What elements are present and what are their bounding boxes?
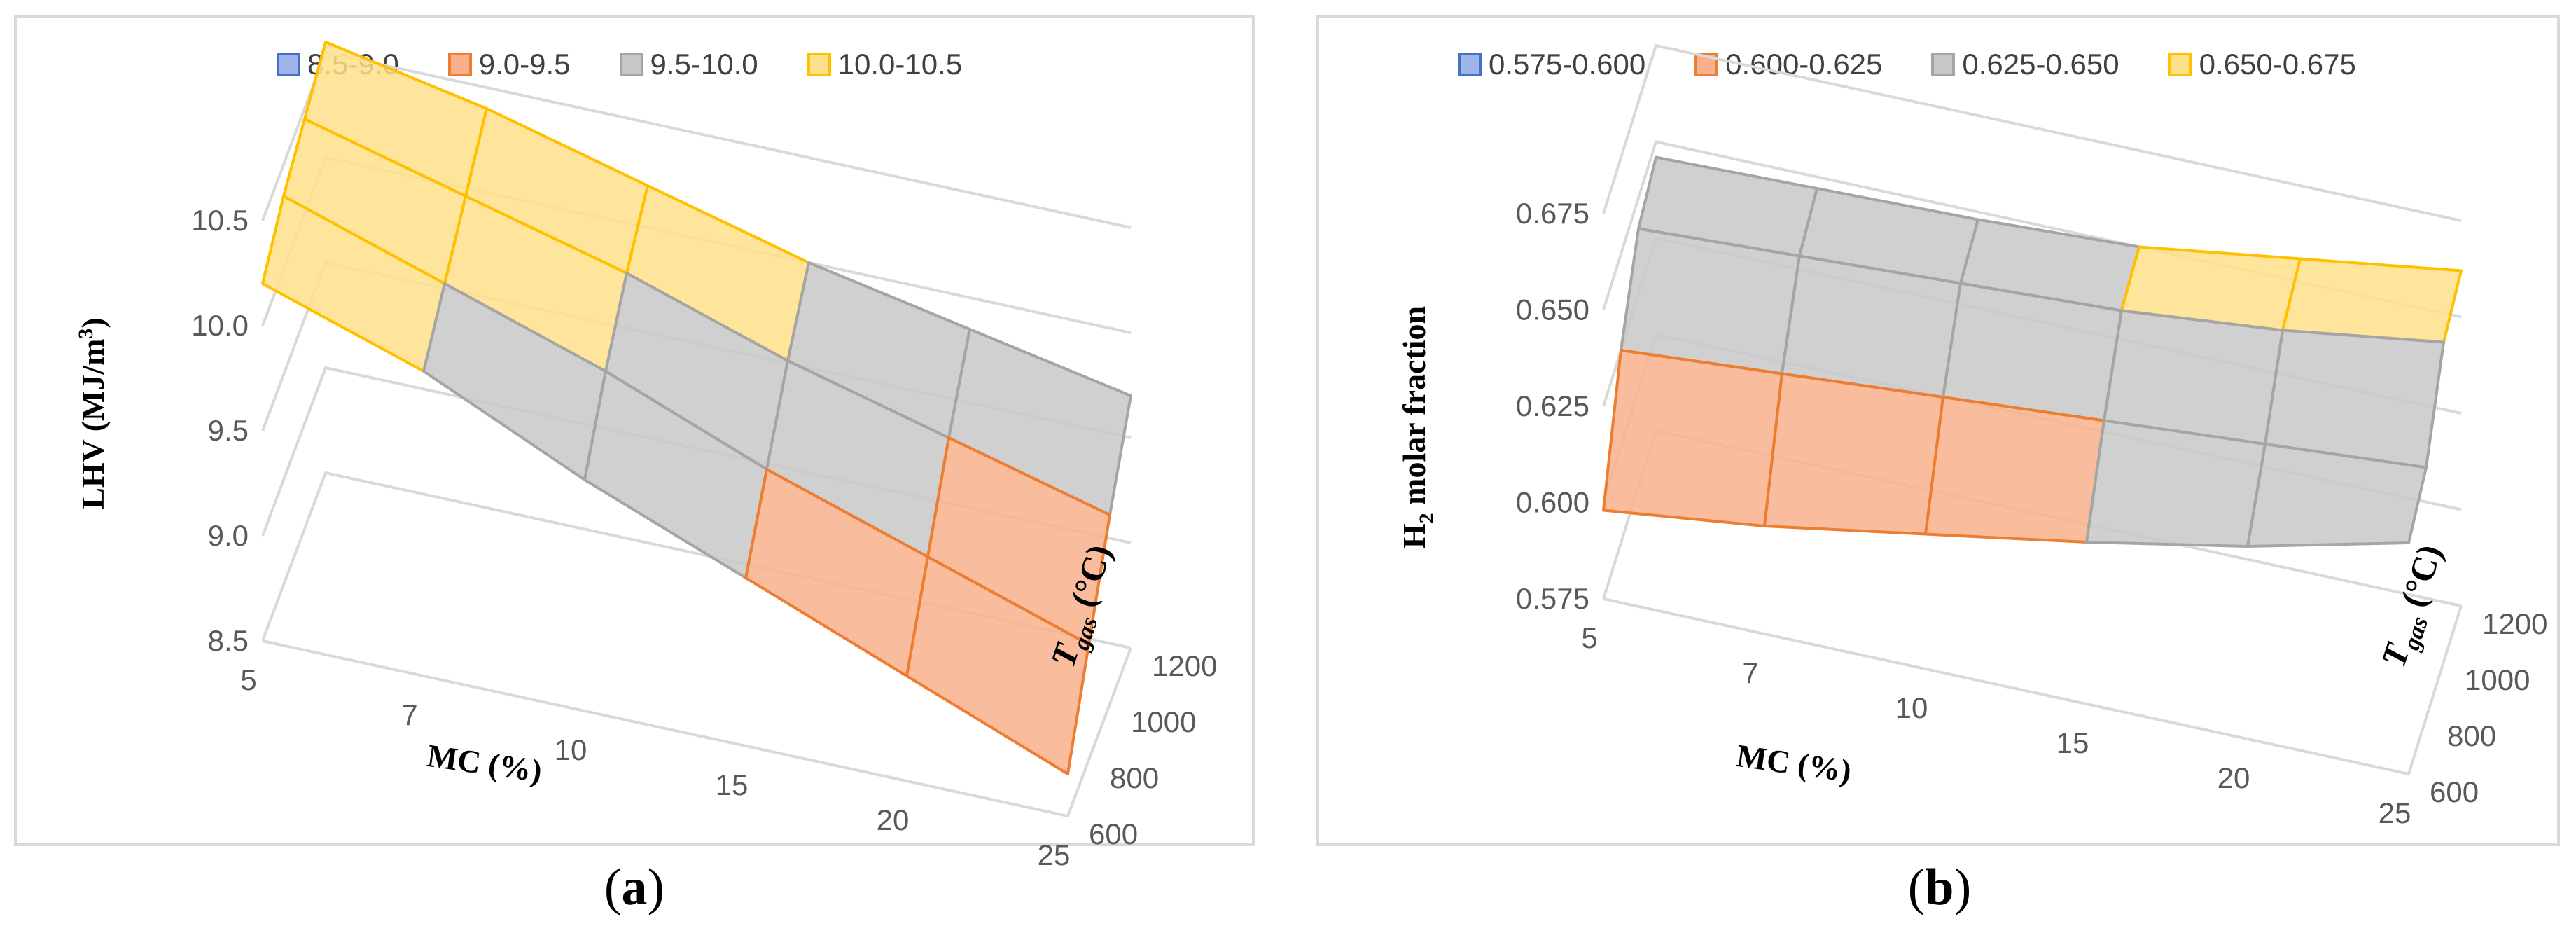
y-tick-label: 0.625 bbox=[1516, 389, 1589, 422]
x-tick-label: 25 bbox=[2379, 796, 2411, 829]
surface-cell bbox=[905, 555, 1090, 775]
panel-b-legend: 0.575-0.600 0.600-0.625 0.625-0.650 0.65… bbox=[1458, 48, 2356, 81]
surface-cell bbox=[1763, 372, 1944, 536]
y-tick-label: 10.5 bbox=[191, 204, 249, 237]
z-tick-label: 600 bbox=[2430, 775, 2479, 808]
x-tick-label: 15 bbox=[2056, 726, 2089, 759]
z-tick-label: 800 bbox=[1110, 761, 1159, 794]
y-tick-label: 0.675 bbox=[1516, 197, 1589, 230]
legend-item: 0.650-0.675 bbox=[2168, 48, 2356, 81]
y-axis-title-sub: 2 bbox=[1415, 513, 1438, 523]
y-tick-label: 10.0 bbox=[191, 309, 249, 342]
legend-item: 9.0-9.5 bbox=[447, 48, 571, 81]
surface-cell bbox=[1620, 227, 1801, 375]
z-tick-label: 1200 bbox=[2482, 607, 2547, 640]
y-tick-label: 0.650 bbox=[1516, 293, 1589, 326]
legend-label: 0.600-0.625 bbox=[1725, 48, 1883, 81]
legend-swatch bbox=[1931, 53, 1956, 76]
legend-item: 0.600-0.625 bbox=[1694, 48, 1882, 81]
x-tick-label: 20 bbox=[877, 803, 910, 836]
x-tick-label: 15 bbox=[716, 768, 749, 801]
legend-label: 10.0-10.5 bbox=[837, 48, 963, 81]
legend-label: 0.650-0.675 bbox=[2199, 48, 2356, 81]
z-tick-label: 1000 bbox=[2465, 663, 2530, 696]
x-tick-label: 7 bbox=[401, 698, 417, 731]
y-axis-title: LHV (MJ/m3) bbox=[74, 317, 111, 509]
z-axis-title-unit: (°C) bbox=[2390, 540, 2449, 620]
z-tick-label: 1000 bbox=[1131, 705, 1196, 738]
value-gridline bbox=[1602, 43, 2462, 222]
y-axis-title-sup: 3 bbox=[74, 329, 97, 339]
z-tick-label: 800 bbox=[2447, 719, 2496, 752]
legend-label: 0.575-0.600 bbox=[1489, 48, 1646, 81]
y-tick-label: 9.5 bbox=[208, 414, 249, 447]
y-axis-title-tail: molar fraction bbox=[1396, 306, 1432, 513]
legend-label: 0.625-0.650 bbox=[1962, 48, 2119, 81]
x-tick-label: 5 bbox=[240, 663, 256, 696]
y-axis-title-tail: ) bbox=[75, 317, 111, 328]
legend-swatch bbox=[807, 53, 831, 76]
x-axis-title: MC (%) bbox=[1734, 738, 1853, 789]
y-axis-title: H2 molar fraction bbox=[1396, 306, 1438, 548]
floor-edge bbox=[262, 640, 1132, 818]
legend-item: 9.5-10.0 bbox=[619, 48, 758, 81]
legend-item: 10.0-10.5 bbox=[807, 48, 962, 81]
legend-label: 9.0-9.5 bbox=[478, 48, 571, 81]
legend-item: 0.575-0.600 bbox=[1458, 48, 1645, 81]
x-tick-label: 20 bbox=[2218, 761, 2250, 794]
x-tick-label: 5 bbox=[1581, 621, 1597, 654]
y-axis-title-main: LHV (MJ/m bbox=[75, 339, 111, 509]
z-tick-label: 600 bbox=[1089, 817, 1138, 850]
z-axis-title: Tgas (°C) bbox=[2373, 540, 2455, 674]
legend-label: 9.5-10.0 bbox=[650, 48, 758, 81]
floor-edge bbox=[1603, 597, 2463, 776]
y-tick-label: 0.600 bbox=[1516, 486, 1589, 519]
caption-a: (a) bbox=[604, 859, 665, 916]
x-tick-label: 10 bbox=[555, 733, 587, 766]
y-tick-label: 0.575 bbox=[1516, 582, 1589, 615]
y-tick-label: 9.0 bbox=[208, 519, 249, 552]
x-tick-label: 25 bbox=[1038, 838, 1071, 871]
surface-cell bbox=[1602, 349, 1783, 527]
legend-swatch bbox=[2168, 53, 2192, 76]
surface-cell bbox=[1924, 396, 2105, 544]
legend-swatch bbox=[277, 53, 300, 76]
legend-swatch bbox=[447, 53, 472, 76]
x-tick-label: 7 bbox=[1742, 656, 1758, 689]
legend-swatch bbox=[1458, 53, 1482, 76]
legend-item: 0.625-0.650 bbox=[1931, 48, 2119, 81]
caption-b: (b) bbox=[1907, 859, 1972, 916]
surface-cell bbox=[2085, 419, 2267, 548]
x-tick-label: 10 bbox=[1895, 691, 1928, 724]
surface-cell bbox=[2246, 443, 2428, 548]
legend-swatch bbox=[619, 53, 643, 76]
surface-cell bbox=[2281, 257, 2463, 344]
y-tick-label: 8.5 bbox=[208, 624, 249, 657]
y-axis-title-main: H bbox=[1396, 523, 1432, 548]
z-tick-label: 1200 bbox=[1152, 649, 1217, 682]
